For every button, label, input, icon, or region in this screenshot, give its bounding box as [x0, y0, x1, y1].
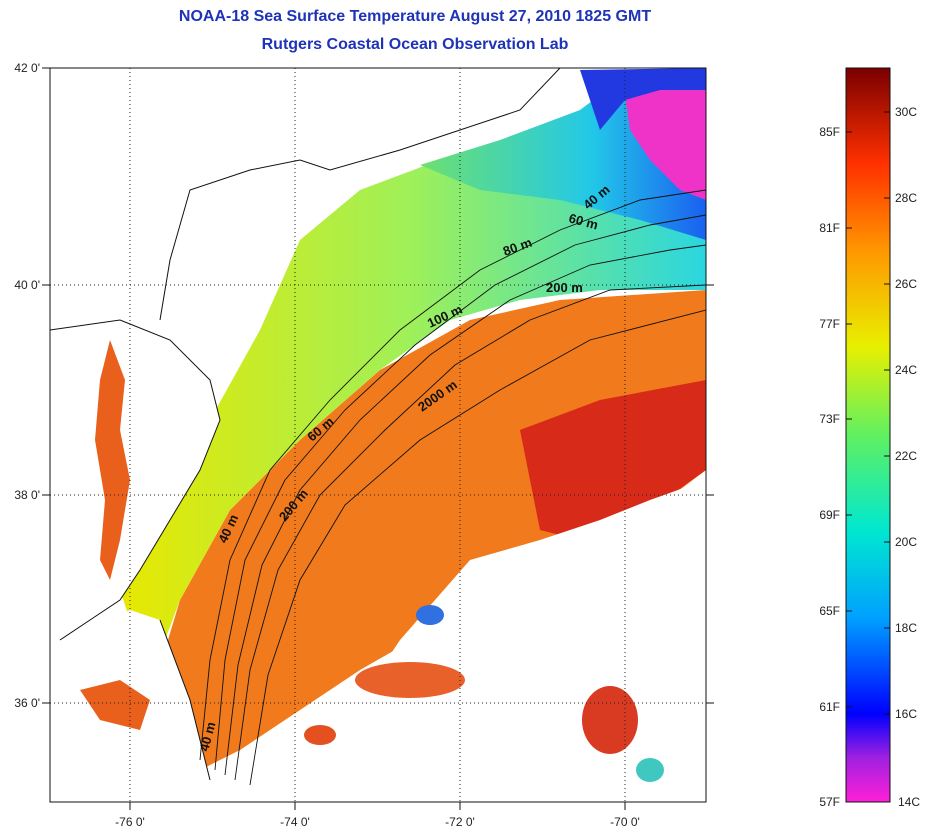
isobaths [199, 189, 706, 786]
colorbar-label-f: 61F [819, 700, 840, 714]
colorbar-label-c: 24C [895, 363, 917, 377]
plot-frame [49, 67, 707, 803]
sst-patch [636, 758, 664, 782]
colorbar-label-f: 77F [819, 317, 840, 331]
sst-patch [416, 605, 444, 625]
lon-tick-label: -76 0' [115, 815, 145, 829]
land-delmarva [50, 320, 220, 640]
colorbar-label-c: 28C [895, 191, 917, 205]
colorbar-label-c: 20C [895, 535, 917, 549]
colorbar-label-c: 14C [898, 795, 920, 809]
colorbar-c-labels: 30C 28C 26C 24C 22C 20C 18C 16C 14C [895, 105, 920, 809]
lat-tick-label: 40 0' [14, 278, 40, 292]
colorbar-label-c: 18C [895, 621, 917, 635]
pamlico-sound [80, 680, 150, 730]
colorbar-label-f: 73F [819, 412, 840, 426]
colorbar-label-c: 30C [895, 105, 917, 119]
colorbar-label-c: 26C [895, 277, 917, 291]
colorbar-label-c: 16C [895, 707, 917, 721]
colorbar-label-f: 81F [819, 221, 840, 235]
colorbar-ticks [846, 111, 890, 715]
coastline [50, 68, 561, 781]
colorbar [845, 67, 891, 803]
cold-blue-water [580, 68, 706, 130]
map-title: NOAA-18 Sea Surface Temperature August 2… [178, 8, 652, 25]
colorbar-label-f: 57F [819, 795, 840, 809]
depth-label: 200 m [546, 280, 583, 295]
colorbar-label-f: 69F [819, 508, 840, 522]
lon-tick-label: -72 0' [445, 815, 475, 829]
depth-label: 60 m [567, 210, 600, 232]
gridlines [50, 68, 706, 802]
sst-patch [582, 686, 638, 754]
chesapeake-bay [95, 340, 130, 580]
lon-tick-label: -74 0' [280, 815, 310, 829]
lon-tick-label: -70 0' [610, 815, 640, 829]
lat-tick-label: 36 0' [14, 696, 40, 710]
lat-tick-label: 38 0' [14, 488, 40, 502]
coldest-water [625, 80, 706, 200]
offshore-warm-water [150, 290, 706, 770]
shelf-water [120, 150, 706, 680]
colorbar-label-c: 22C [895, 449, 917, 463]
map-subtitle: Rutgers Coastal Ocean Observation Lab [261, 36, 569, 53]
depth-label: 40 m [196, 720, 218, 753]
sst-patch [355, 662, 465, 698]
sst-patch [304, 725, 336, 745]
lat-tick-label: 42 0' [14, 61, 40, 75]
colorbar-f-labels: 85F 81F 77F 73F 69F 65F 61F 57F [819, 125, 840, 809]
colorbar-label-f: 65F [819, 604, 840, 618]
land-northeast [50, 68, 560, 330]
sst-field [50, 68, 706, 802]
tick-marks [42, 67, 714, 810]
colorbar-label-f: 85F [819, 125, 840, 139]
